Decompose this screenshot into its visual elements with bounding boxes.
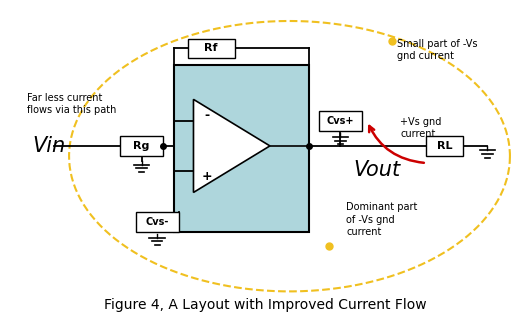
Text: Figure 4, A Layout with Improved Current Flow: Figure 4, A Layout with Improved Current…	[104, 298, 426, 312]
FancyBboxPatch shape	[120, 136, 163, 156]
Text: Cvs-: Cvs-	[146, 217, 169, 227]
Text: Cvs+: Cvs+	[326, 116, 354, 126]
Text: Vin: Vin	[33, 136, 66, 156]
FancyBboxPatch shape	[136, 212, 179, 232]
FancyBboxPatch shape	[426, 136, 463, 156]
Text: Dominant part
of -Vs gnd
current: Dominant part of -Vs gnd current	[346, 202, 418, 237]
Text: Far less current
flows via this path: Far less current flows via this path	[27, 93, 116, 116]
Text: +: +	[202, 170, 213, 183]
Text: Rf: Rf	[205, 43, 218, 53]
Text: +Vs gnd
current: +Vs gnd current	[400, 117, 441, 139]
Text: Small part of -Vs
gnd current: Small part of -Vs gnd current	[398, 39, 478, 61]
FancyBboxPatch shape	[319, 111, 362, 131]
FancyBboxPatch shape	[188, 39, 235, 58]
Text: Vout: Vout	[353, 161, 400, 180]
FancyBboxPatch shape	[174, 65, 309, 232]
Text: Rg: Rg	[134, 141, 150, 151]
Polygon shape	[193, 99, 270, 192]
Text: -: -	[205, 109, 210, 121]
Text: RL: RL	[437, 141, 452, 151]
